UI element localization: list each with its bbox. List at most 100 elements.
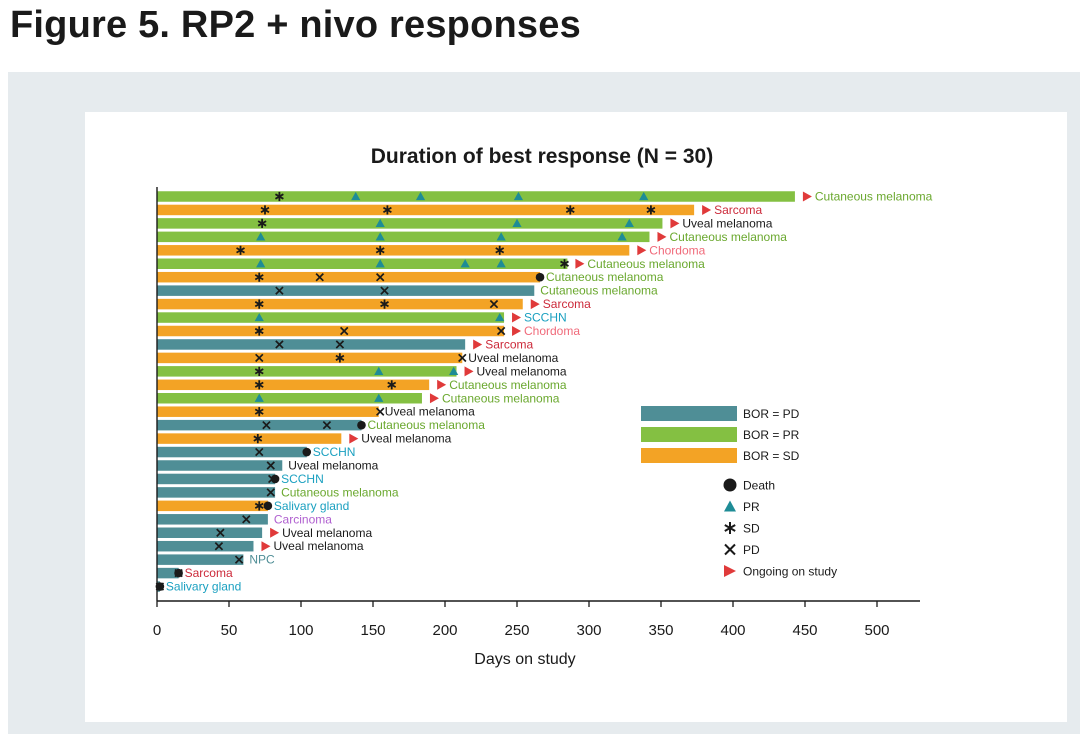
pd-marker	[275, 286, 284, 295]
tumor-type-label: Cutaneous melanoma	[368, 418, 486, 432]
pd-marker	[214, 541, 224, 551]
patient-row: Sarcoma	[157, 297, 591, 311]
patient-row: Cutaneous melanoma	[157, 378, 567, 392]
patient-row: SCCHN	[157, 311, 567, 325]
tumor-type-label: Uveal melanoma	[361, 432, 451, 446]
ongoing-marker	[530, 299, 540, 310]
sd-marker	[382, 205, 392, 215]
sd-marker	[254, 380, 264, 390]
tumor-type-label: NPC	[249, 553, 275, 567]
pr-marker	[374, 393, 384, 402]
sd-marker	[565, 205, 575, 215]
x-tick-label: 400	[720, 622, 745, 639]
death-marker	[174, 568, 183, 578]
tumor-type-label: Cutaneous melanoma	[587, 257, 705, 271]
bar-sd	[157, 325, 505, 337]
legend-label: Death	[743, 479, 775, 493]
tumor-type-label: Uveal melanoma	[682, 216, 772, 230]
pd-marker	[380, 286, 389, 295]
pd-marker	[255, 353, 264, 363]
pr-marker	[460, 259, 470, 268]
pd-marker	[339, 326, 349, 336]
tumor-type-label: SCCHN	[524, 311, 567, 325]
pr-marker	[496, 232, 506, 241]
tumor-type-label: Uveal melanoma	[282, 526, 372, 540]
patient-row: Uveal melanoma	[157, 216, 773, 230]
pd-marker	[262, 420, 271, 430]
bar-sd	[157, 406, 379, 417]
x-tick-label: 50	[221, 622, 238, 639]
patient-row: Cutaneous melanoma	[157, 270, 664, 284]
patient-row: NPC	[157, 553, 275, 567]
x-tick-label: 150	[360, 622, 385, 639]
tumor-type-label: Chordoma	[524, 324, 580, 338]
tumor-type-label: Cutaneous melanoma	[815, 190, 933, 204]
pr-marker	[256, 232, 266, 241]
bar-sd	[157, 245, 630, 256]
tumor-type-label: Cutaneous melanoma	[442, 391, 560, 405]
ongoing-marker	[575, 258, 585, 269]
x-tick-label: 350	[648, 622, 673, 639]
bar-sd	[157, 298, 523, 310]
sd-marker	[335, 353, 345, 363]
sd-marker	[257, 218, 267, 228]
ongoing-marker	[261, 541, 271, 552]
death-marker	[270, 474, 280, 484]
pr-marker	[254, 393, 264, 402]
pd-marker	[458, 353, 467, 363]
legend-swatch-pd	[641, 406, 737, 421]
tumor-type-label: SCCHN	[313, 445, 356, 459]
patient-row: Uveal melanoma	[157, 364, 567, 378]
bar-pd	[157, 285, 535, 296]
sd-marker	[274, 191, 284, 202]
patient-row: Cutaneous melanoma	[157, 230, 787, 244]
pr-marker	[375, 259, 385, 268]
bar-pd	[157, 527, 263, 538]
pd-marker	[496, 326, 506, 336]
tumor-type-label: Sarcoma	[185, 566, 233, 580]
patient-row: Uveal melanoma	[157, 539, 364, 553]
pd-marker	[266, 461, 275, 470]
tumor-type-label: Uveal melanoma	[385, 405, 475, 419]
ongoing-marker	[657, 231, 667, 242]
x-tick-label: 200	[432, 622, 457, 639]
patient-row: Sarcoma	[157, 203, 762, 217]
ongoing-marker	[473, 339, 483, 350]
ongoing-marker	[637, 245, 647, 256]
sd-legend-icon	[724, 522, 736, 534]
legend-label: BOR = PD	[743, 407, 800, 421]
patient-row: SCCHN	[157, 445, 355, 459]
patient-row: Sarcoma	[157, 566, 233, 580]
bar-pr	[157, 312, 505, 323]
sd-marker	[495, 245, 505, 255]
tumor-type-label: Salivary gland	[166, 580, 241, 594]
pr-marker	[512, 218, 522, 227]
pd-legend-icon	[724, 543, 736, 556]
legend-label: BOR = PR	[743, 428, 800, 442]
sd-marker	[375, 245, 385, 255]
tumor-type-label: Uveal melanoma	[477, 364, 567, 378]
x-tick-label: 300	[576, 622, 601, 639]
pr-marker	[254, 312, 264, 322]
patient-row: Salivary gland	[155, 580, 241, 594]
patient-row: SCCHN	[157, 472, 324, 486]
tumor-type-label: Uveal melanoma	[274, 539, 364, 553]
bar-pr	[157, 218, 663, 229]
x-tick-label: 0	[153, 622, 161, 639]
sd-marker	[560, 259, 569, 269]
patient-row: Uveal melanoma	[157, 432, 452, 446]
legend-label: Ongoing on study	[743, 565, 837, 579]
figure-title: Figure 5. RP2 + nivo responses	[10, 4, 581, 46]
legend-label: SD	[743, 522, 760, 536]
patient-row: Cutaneous melanoma	[157, 190, 933, 204]
x-tick-label: 250	[504, 622, 529, 639]
patient-row: Cutaneous melanoma	[157, 485, 399, 499]
ongoing-marker	[670, 218, 680, 229]
bar-pr	[157, 258, 568, 269]
sd-marker	[646, 205, 656, 215]
pd-marker	[375, 407, 385, 416]
pr-marker	[351, 191, 361, 201]
tumor-type-label: SCCHN	[281, 472, 324, 486]
ongoing-marker	[429, 393, 439, 404]
ongoing-marker	[349, 433, 359, 444]
